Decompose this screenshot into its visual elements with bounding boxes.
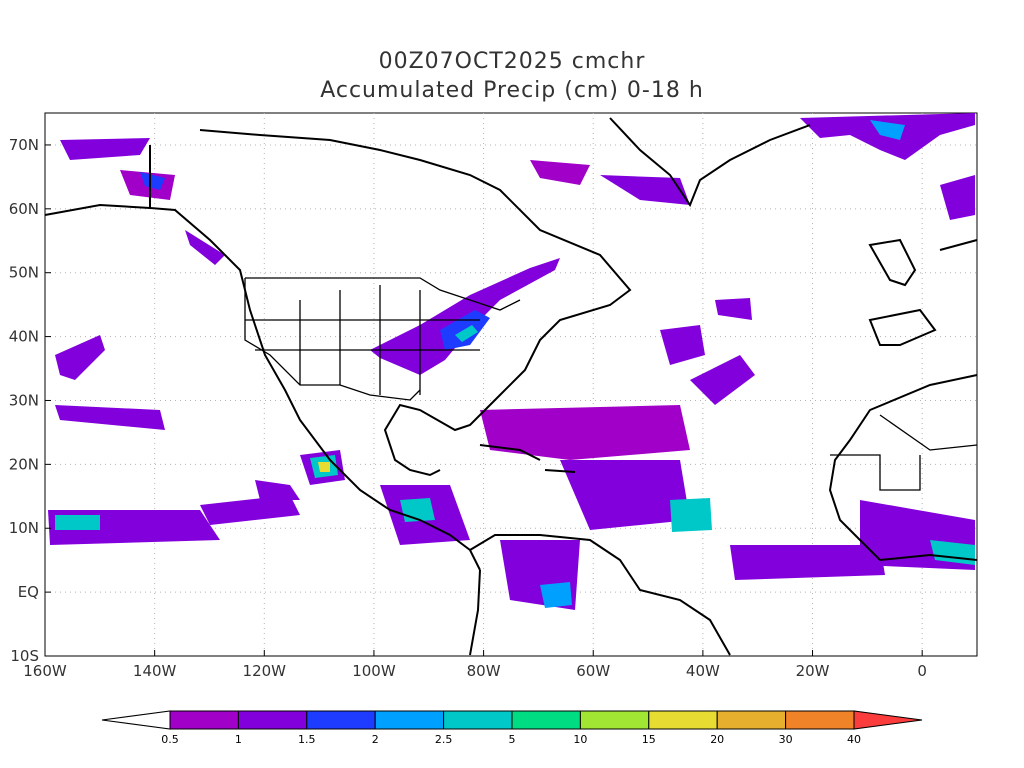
precip-atlantic-east	[690, 355, 755, 405]
longitude-tick-labels: 160W 140W 120W 100W 80W 60W 40W 20W 0	[23, 650, 927, 680]
lat-tick-label: EQ	[18, 583, 39, 601]
precip-bc-coast	[185, 230, 225, 265]
political-borders	[244, 277, 978, 491]
precip-atlantic-central	[660, 325, 705, 365]
precip-greenland-sw	[600, 175, 690, 205]
precip-pacific-band-20n	[55, 405, 165, 430]
colorbar-label: 1	[235, 733, 242, 746]
lat-tick-label: 30N	[9, 391, 39, 409]
colorbar-swatch	[169, 710, 239, 730]
precip-alaska-core	[140, 172, 165, 190]
colorbar-label: 40	[847, 733, 861, 746]
colorbar-swatch	[716, 710, 787, 730]
colorbar-label: 20	[710, 733, 724, 746]
precip-south-america-core	[540, 582, 572, 608]
precip-labrador-n	[530, 160, 590, 185]
colorbar-label: 1.5	[298, 733, 316, 746]
map-title-line2: Accumulated Precip (cm) 0-18 h	[320, 78, 704, 103]
lat-tick-label: 10S	[10, 647, 39, 665]
lat-tick-label: 40N	[9, 328, 39, 346]
precip-bering	[60, 138, 150, 160]
colorbar-swatch	[648, 710, 718, 730]
colorbar-label: 15	[642, 733, 656, 746]
colorbar-swatch	[785, 710, 855, 730]
precip-caribbean-east	[560, 460, 690, 530]
lat-tick-label: 60N	[9, 200, 39, 218]
lat-tick-label: 20N	[9, 455, 39, 473]
lon-tick-label: 160W	[23, 662, 67, 680]
lon-tick-label: 80W	[467, 662, 501, 680]
precip-atlantic-north	[715, 298, 752, 320]
precip-norway-sea	[940, 175, 975, 220]
lat-tick-label: 10N	[9, 519, 39, 537]
precip-itcz-pacific-east	[200, 495, 300, 525]
map-title-line1: 00Z07OCT2025 cmchr	[379, 49, 646, 74]
lat-tick-label: 50N	[9, 264, 39, 282]
colorbar-swatch	[443, 710, 513, 730]
precip-colorbar: 0.5 1 1.5 2 2.5 5 10 15 20 30 40	[101, 710, 923, 746]
precip-itcz-pacific-core	[55, 515, 100, 530]
colorbar-label: 5	[509, 733, 516, 746]
precip-mexico-pac-peak	[318, 462, 330, 472]
precip-pacific-ne	[55, 335, 105, 380]
latitude-tick-labels: 70N 60N 50N 40N 30N 20N 10N EQ 10S	[9, 136, 51, 665]
map-panel	[44, 112, 978, 657]
precip-fields	[48, 113, 975, 610]
colorbar-swatch	[374, 710, 445, 730]
colorbar-label: 10	[573, 733, 587, 746]
colorbar-swatch	[306, 710, 376, 730]
colorbar-under-triangle	[101, 710, 171, 730]
colorbar-swatch	[511, 710, 581, 730]
precip-atlantic-wave	[670, 498, 712, 532]
precip-epac-2	[255, 480, 300, 500]
lon-tick-label: 140W	[133, 662, 177, 680]
colorbar-swatch	[579, 710, 650, 730]
colorbar-swatch	[237, 710, 308, 730]
colorbar-label: 30	[779, 733, 793, 746]
lon-tick-label: 120W	[243, 662, 287, 680]
precip-itcz-atlantic	[730, 545, 885, 580]
lon-tick-label: 0	[917, 662, 927, 680]
precip-caribbean-north	[480, 405, 690, 460]
lat-tick-label: 70N	[9, 136, 39, 154]
colorbar-label: 2.5	[435, 733, 453, 746]
lon-tick-label: 40W	[686, 662, 720, 680]
precip-arctic-core	[870, 120, 905, 140]
colorbar-label: 2	[372, 733, 379, 746]
lon-tick-label: 20W	[796, 662, 830, 680]
lon-tick-label: 100W	[352, 662, 396, 680]
lon-tick-label: 60W	[576, 662, 610, 680]
precip-greatlakes-peak	[455, 325, 478, 342]
colorbar-over-triangle	[853, 710, 923, 730]
colorbar-label: 0.5	[161, 733, 179, 746]
coastlines	[44, 117, 978, 656]
